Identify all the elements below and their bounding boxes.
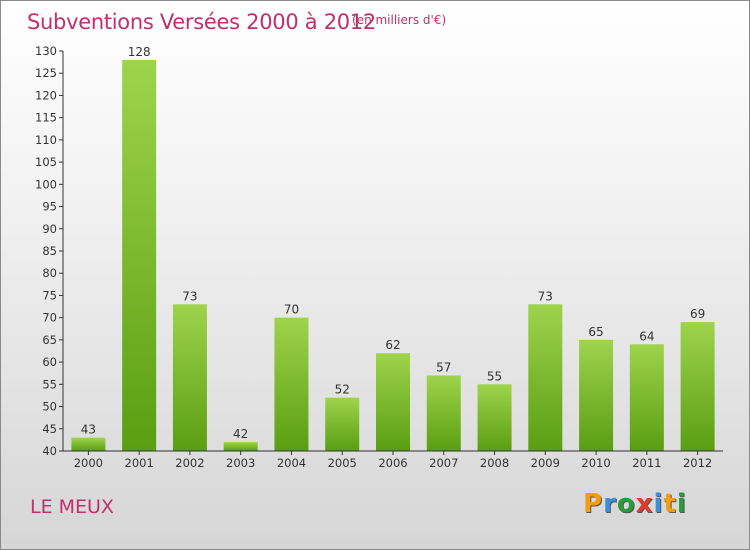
data-label-2012: 69 <box>690 307 705 321</box>
bar-2007 <box>426 375 461 451</box>
x-tick-label-2008: 2008 <box>480 456 509 470</box>
x-tick-label-2001: 2001 <box>125 456 154 470</box>
bar-2008 <box>477 384 512 451</box>
y-tick-label-55: 55 <box>42 377 57 391</box>
data-label-2005: 52 <box>335 383 350 397</box>
y-tick-label-70: 70 <box>42 311 57 325</box>
x-tick-label-2005: 2005 <box>328 456 357 470</box>
x-tick-label-2012: 2012 <box>683 456 712 470</box>
logo-letter: o <box>616 489 636 519</box>
y-tick-label-40: 40 <box>42 444 57 458</box>
logo-letter: x <box>635 489 654 519</box>
bar-2009 <box>528 304 563 451</box>
data-label-2003: 42 <box>233 427 248 441</box>
x-tick-label-2003: 2003 <box>226 456 255 470</box>
data-label-2009: 73 <box>538 289 553 303</box>
data-label-2000: 43 <box>81 423 96 437</box>
y-tick-label-85: 85 <box>42 244 57 258</box>
logo-letter: t <box>663 489 677 519</box>
x-tick-label-2000: 2000 <box>74 456 103 470</box>
logo-letter: P <box>583 489 604 519</box>
bar-2000 <box>71 437 106 451</box>
bar-2002 <box>172 304 207 451</box>
bar-2003 <box>223 442 258 451</box>
bar-2011 <box>629 344 664 451</box>
x-tick-label-2010: 2010 <box>581 456 610 470</box>
data-label-2011: 64 <box>639 329 654 343</box>
y-tick-label-110: 110 <box>35 133 57 147</box>
place-name: LE MEUX <box>30 496 114 518</box>
data-label-2010: 65 <box>588 325 603 339</box>
bar-2012 <box>680 322 715 451</box>
chart-title: Subventions Versées 2000 à 2012 <box>27 10 376 34</box>
bar-2004 <box>274 317 309 451</box>
y-tick-label-65: 65 <box>42 333 57 347</box>
logo-letter: i <box>653 489 664 519</box>
y-tick-label-90: 90 <box>42 222 57 236</box>
data-label-2002: 73 <box>182 289 197 303</box>
y-tick-label-75: 75 <box>42 288 57 302</box>
x-tick-label-2007: 2007 <box>429 456 458 470</box>
x-tick-label-2004: 2004 <box>277 456 306 470</box>
y-tick-label-125: 125 <box>35 66 57 80</box>
y-tick-label-50: 50 <box>42 400 57 414</box>
data-label-2006: 62 <box>385 338 400 352</box>
data-label-2004: 70 <box>284 303 299 317</box>
y-tick-label-120: 120 <box>35 88 57 102</box>
bar-2006 <box>376 353 410 451</box>
y-tick-label-100: 100 <box>35 177 57 191</box>
bar-2010 <box>579 339 614 451</box>
x-tick-label-2006: 2006 <box>378 456 407 470</box>
x-tick-label-2002: 2002 <box>175 456 204 470</box>
y-tick-label-115: 115 <box>35 111 57 125</box>
logo-letter: i <box>676 489 687 519</box>
proxiti-logo[interactable]: Proxiti <box>583 489 687 519</box>
bar-2001 <box>122 59 157 452</box>
y-tick-label-105: 105 <box>35 155 57 169</box>
bar-2005 <box>325 397 360 451</box>
y-tick-label-80: 80 <box>42 266 57 280</box>
y-tick-label-45: 45 <box>42 422 57 436</box>
x-tick-label-2009: 2009 <box>531 456 560 470</box>
chart-subtitle: (en milliers d'€) <box>352 13 447 27</box>
x-tick-label-2011: 2011 <box>632 456 661 470</box>
data-label-2001: 128 <box>128 45 151 59</box>
logo-letter: r <box>603 489 617 519</box>
y-tick-label-95: 95 <box>42 200 57 214</box>
y-tick-label-60: 60 <box>42 355 57 369</box>
y-tick-label-130: 130 <box>35 44 57 58</box>
data-label-2007: 57 <box>436 360 451 374</box>
data-label-2008: 55 <box>487 369 502 383</box>
